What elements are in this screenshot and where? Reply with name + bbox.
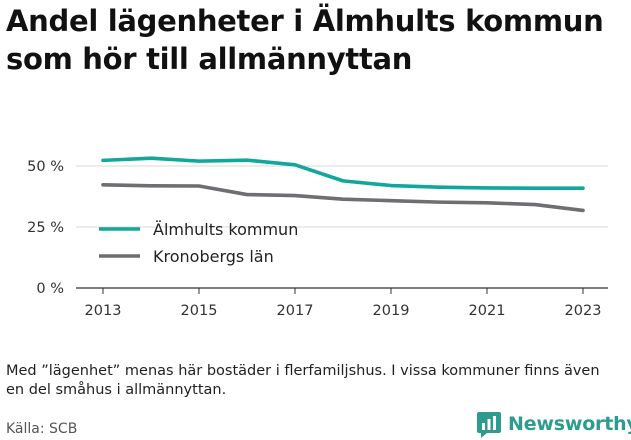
brand-logo: Newsworthy	[476, 408, 631, 440]
x-tick-label: 2013	[85, 303, 122, 319]
y-tick-label: 25 %	[27, 220, 64, 236]
legend-label: Kronobergs län	[153, 247, 274, 266]
x-tick-label: 2017	[277, 303, 314, 319]
series-line-2	[101, 182, 585, 213]
x-tick-label: 2023	[565, 303, 602, 319]
gridlines	[76, 165, 608, 289]
newsworthy-logo-icon	[477, 412, 501, 438]
footnote: Med ”lägenhet” menas här bostäder i fler…	[6, 363, 600, 398]
legend-label: Älmhults kommun	[153, 220, 298, 239]
x-tick-label: 2019	[373, 303, 410, 319]
x-axis: 2013 2015 2017 2019 2021 2023	[85, 288, 602, 319]
x-tick-label: 2021	[469, 303, 506, 319]
source-label: Källa: SCB	[6, 421, 78, 437]
series-lines	[101, 156, 585, 213]
y-tick-labels: 0 % 25 % 50 %	[27, 159, 64, 297]
y-tick-label: 0 %	[36, 281, 64, 297]
series-line-1	[101, 156, 585, 191]
chart-title: Andel lägenheter i Älmhults kommun som h…	[6, 4, 604, 76]
x-tick-label: 2015	[181, 303, 218, 319]
line-chart: 0 % 25 % 50 % 2013 2015 2017 2019 2021 2023 Älm…	[27, 156, 608, 319]
y-tick-label: 50 %	[27, 159, 64, 175]
brand-name: Newsworthy	[508, 413, 631, 435]
legend: Älmhults kommun Kronobergs län	[99, 220, 298, 266]
